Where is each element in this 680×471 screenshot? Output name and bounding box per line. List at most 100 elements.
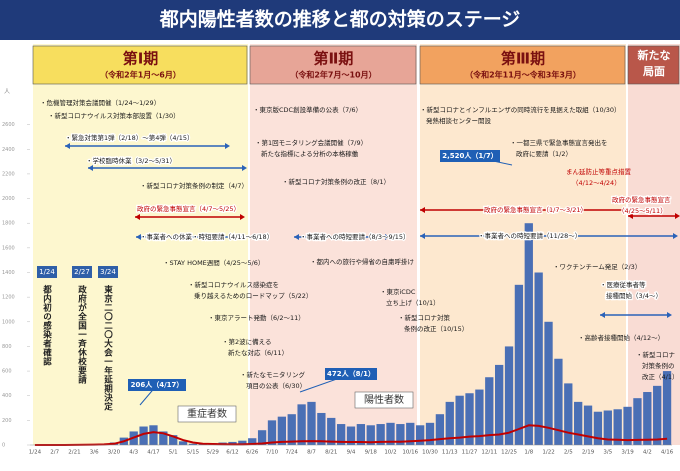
y-tick-label: 2000 xyxy=(2,196,15,202)
y-tick-label: 200 xyxy=(2,418,12,424)
x-tick-label: 7/10 xyxy=(266,450,279,456)
arrow-head xyxy=(263,234,268,240)
bar xyxy=(662,371,672,445)
bar xyxy=(445,401,454,445)
arrow-head xyxy=(294,234,299,240)
bar xyxy=(415,425,425,445)
x-tick-label: 10/2 xyxy=(384,450,396,456)
chart-title: 都内陽性者数の推移と都の対策のステージ xyxy=(159,8,521,31)
x-tick-label: 8/7 xyxy=(307,450,316,456)
bar xyxy=(564,383,573,445)
event-date: 1/24 xyxy=(39,268,55,276)
x-tick-label: 5/1 xyxy=(169,450,178,456)
legend-label: 陽性者数 xyxy=(364,393,404,406)
x-tick-label: 8/21 xyxy=(325,450,337,456)
annotation: ・東京アラート発動（6/2～11） xyxy=(208,313,305,322)
bar xyxy=(366,425,375,445)
annotation: ・新型コロナとインフルエンザの同時流行を見据えた取組（10/30） xyxy=(420,105,621,114)
legend-box xyxy=(354,391,414,409)
title-banner xyxy=(0,0,680,40)
x-tick-label: 7/24 xyxy=(286,450,299,456)
bar xyxy=(554,358,563,445)
bar xyxy=(327,417,336,445)
event-date-box xyxy=(37,266,57,278)
annotation: ・新型コロナウイルス感染症を xyxy=(188,280,279,289)
bar xyxy=(613,409,622,445)
x-tick-label: 3/19 xyxy=(621,450,634,456)
legend-label: 重症者数 xyxy=(187,407,227,420)
y-tick-label: 2400 xyxy=(2,147,15,153)
arrow-head xyxy=(673,233,678,239)
bar xyxy=(287,414,296,445)
x-tick-label: 11/27 xyxy=(462,450,478,456)
bar xyxy=(149,425,158,445)
stage-header xyxy=(32,45,248,85)
annotation: ・ワクチンチーム発足（2/3） xyxy=(553,262,641,271)
x-tick-label: 3/20 xyxy=(108,450,121,456)
x-tick-label: 10/30 xyxy=(422,450,438,456)
arrow-head xyxy=(600,312,605,318)
arrow-head xyxy=(628,213,633,219)
bar xyxy=(346,426,356,445)
callout-label: 472人（8/1） xyxy=(327,369,375,378)
annotation: ・都内への旅行や帰省の自粛呼掛け xyxy=(310,257,414,266)
y-tick-label: 800 xyxy=(2,344,12,350)
annotation: 改正（4/1） xyxy=(642,372,678,381)
x-tick-label: 6/26 xyxy=(246,450,259,456)
bar xyxy=(406,422,415,445)
arrow-head xyxy=(667,312,672,318)
arrow-head xyxy=(420,233,425,239)
bar xyxy=(425,422,435,445)
x-tick-label: 1/24 xyxy=(29,450,42,456)
event-date-box xyxy=(98,266,118,278)
event-date: 3/24 xyxy=(100,268,116,276)
y-tick-label: 600 xyxy=(2,369,12,375)
y-tick-label: 1600 xyxy=(2,245,15,251)
line xyxy=(34,424,668,446)
bar xyxy=(257,430,267,445)
arrow-head xyxy=(65,143,70,149)
annotation: ・新型コロナウイルス対策本部設置（1/30） xyxy=(48,111,180,120)
annotation: 項目の公表（6/30） xyxy=(246,381,306,390)
annotation: ・高齢者接種開始（4/12～） xyxy=(578,333,664,342)
bar xyxy=(238,440,247,445)
bar xyxy=(317,412,326,445)
bar xyxy=(593,411,603,445)
bar xyxy=(623,406,632,445)
bar xyxy=(583,405,593,445)
arrow-head xyxy=(420,207,425,213)
bar xyxy=(178,441,188,445)
annotation: 政府の緊急事態宣言（1/7～3/21） xyxy=(484,205,587,214)
event-date: 2/27 xyxy=(74,268,90,276)
bar xyxy=(169,435,178,445)
annotation: ・緊急対策第1弾（2/18）～第4弾（4/15） xyxy=(65,133,193,142)
stage-title: 局面 xyxy=(642,65,665,78)
annotation: 新たな対応（6/11） xyxy=(228,348,288,357)
annotation: ・STAY HOME週間（4/25～5/6） xyxy=(163,258,264,267)
x-tick-label: 4/3 xyxy=(129,450,138,456)
y-tick-label: 1200 xyxy=(2,295,15,301)
bar xyxy=(376,424,385,445)
x-tick-label: 2/5 xyxy=(564,450,573,456)
x-tick-label: 4/2 xyxy=(643,450,652,456)
bar xyxy=(139,426,148,445)
annotation: ・新型コロナ対策条例の改正（8/1） xyxy=(282,177,390,186)
arrow-head xyxy=(135,214,140,220)
x-tick-label: 9/18 xyxy=(365,450,378,456)
callout-label: 206人（4/17） xyxy=(131,380,184,389)
x-tick-label: 12/25 xyxy=(501,450,517,456)
bar xyxy=(386,422,395,445)
x-tick-label: 12/11 xyxy=(481,450,497,456)
x-tick-label: 2/19 xyxy=(582,450,595,456)
x-tick-label: 1/22 xyxy=(542,450,554,456)
stage-title: 第Ⅱ期 xyxy=(314,50,354,68)
x-tick-label: 4/16 xyxy=(661,450,674,456)
stage-background xyxy=(628,44,680,445)
bar xyxy=(514,284,524,445)
stage-title: 第Ⅰ期 xyxy=(123,50,159,68)
bar xyxy=(475,389,484,445)
y-tick-label: 1000 xyxy=(2,319,15,325)
x-tick-label: 2/7 xyxy=(50,450,59,456)
x-tick-label: 5/29 xyxy=(207,450,220,456)
y-tick-label: 2600 xyxy=(2,122,15,128)
